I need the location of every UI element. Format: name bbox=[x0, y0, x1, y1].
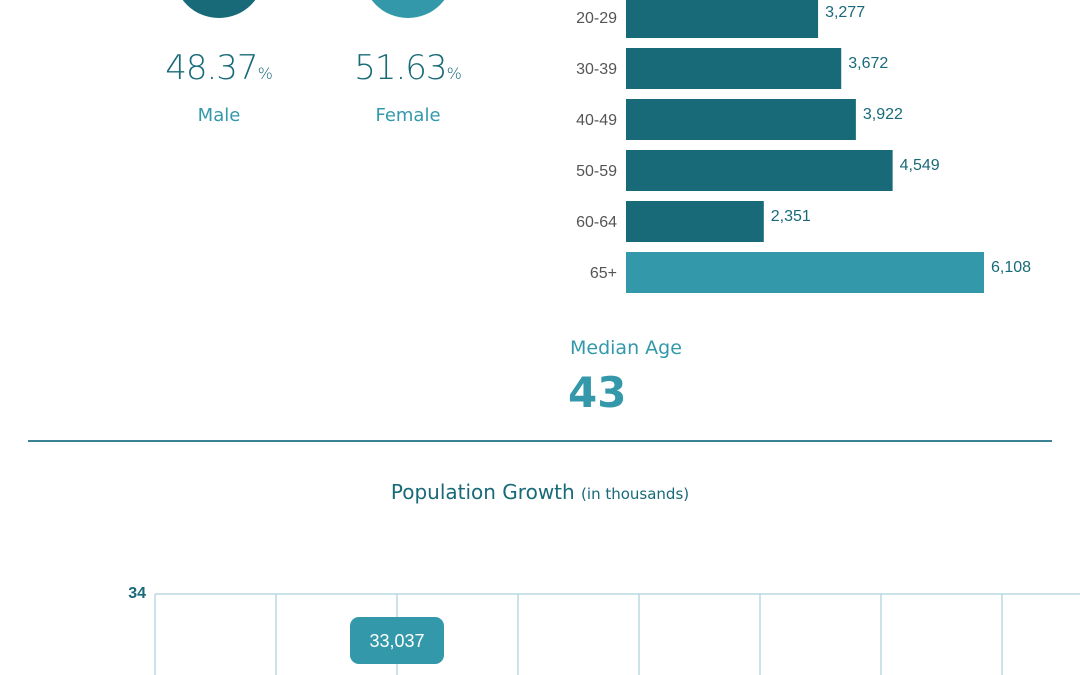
female-label: Female bbox=[375, 105, 441, 126]
age-value-label: 3,922 bbox=[863, 106, 903, 123]
age-bar-20-29 bbox=[626, 0, 819, 38]
population-growth-chart: 34 33,037 bbox=[128, 585, 1080, 675]
growth-title-text: Population Growth bbox=[390, 480, 575, 504]
growth-subtitle: (in thousands) bbox=[581, 485, 690, 503]
age-bar-50-59 bbox=[626, 150, 893, 191]
age-value-label: 3,277 bbox=[825, 4, 865, 21]
growth-point-label-bubble bbox=[350, 617, 444, 664]
female-circle-icon bbox=[363, 0, 453, 18]
male-percentage-value: 48.37 bbox=[165, 48, 258, 88]
age-distribution-chart: 20-29 3,277 30-39 3,672 40-49 3,922 50-59 4,549… bbox=[576, 0, 1031, 293]
age-category-label: 65+ bbox=[590, 265, 617, 282]
population-growth-title: Population Growth (in thousands) bbox=[0, 480, 1080, 504]
median-age-label: Median Age bbox=[570, 337, 682, 359]
female-percentage-value: 51.63 bbox=[354, 48, 447, 88]
male-circle-icon bbox=[174, 0, 264, 18]
age-value-label: 6,108 bbox=[991, 259, 1031, 276]
male-percentage: 48.37% bbox=[119, 48, 319, 88]
age-category-label: 20-29 bbox=[576, 10, 617, 27]
age-value-label: 2,351 bbox=[771, 208, 811, 225]
age-bar-60-64 bbox=[626, 201, 764, 242]
median-age-value: 43 bbox=[568, 368, 627, 417]
age-category-label: 50-59 bbox=[576, 163, 617, 180]
female-percentage: 51.63% bbox=[308, 48, 508, 88]
growth-point-label: 33,037 bbox=[369, 631, 424, 651]
age-bar-40-49 bbox=[626, 99, 856, 140]
age-bar-65-plus bbox=[626, 252, 984, 293]
age-category-label: 60-64 bbox=[576, 214, 617, 231]
male-percentage-unit: % bbox=[257, 64, 273, 83]
age-bar-30-39 bbox=[626, 48, 842, 89]
section-divider bbox=[28, 440, 1052, 442]
male-label: Male bbox=[197, 105, 241, 126]
female-percentage-unit: % bbox=[446, 64, 462, 83]
age-category-label: 40-49 bbox=[576, 112, 617, 129]
growth-y-tick-label: 34 bbox=[128, 585, 146, 602]
age-category-label: 30-39 bbox=[576, 61, 617, 78]
age-value-label: 3,672 bbox=[848, 55, 888, 72]
age-value-label: 4,549 bbox=[900, 157, 940, 174]
